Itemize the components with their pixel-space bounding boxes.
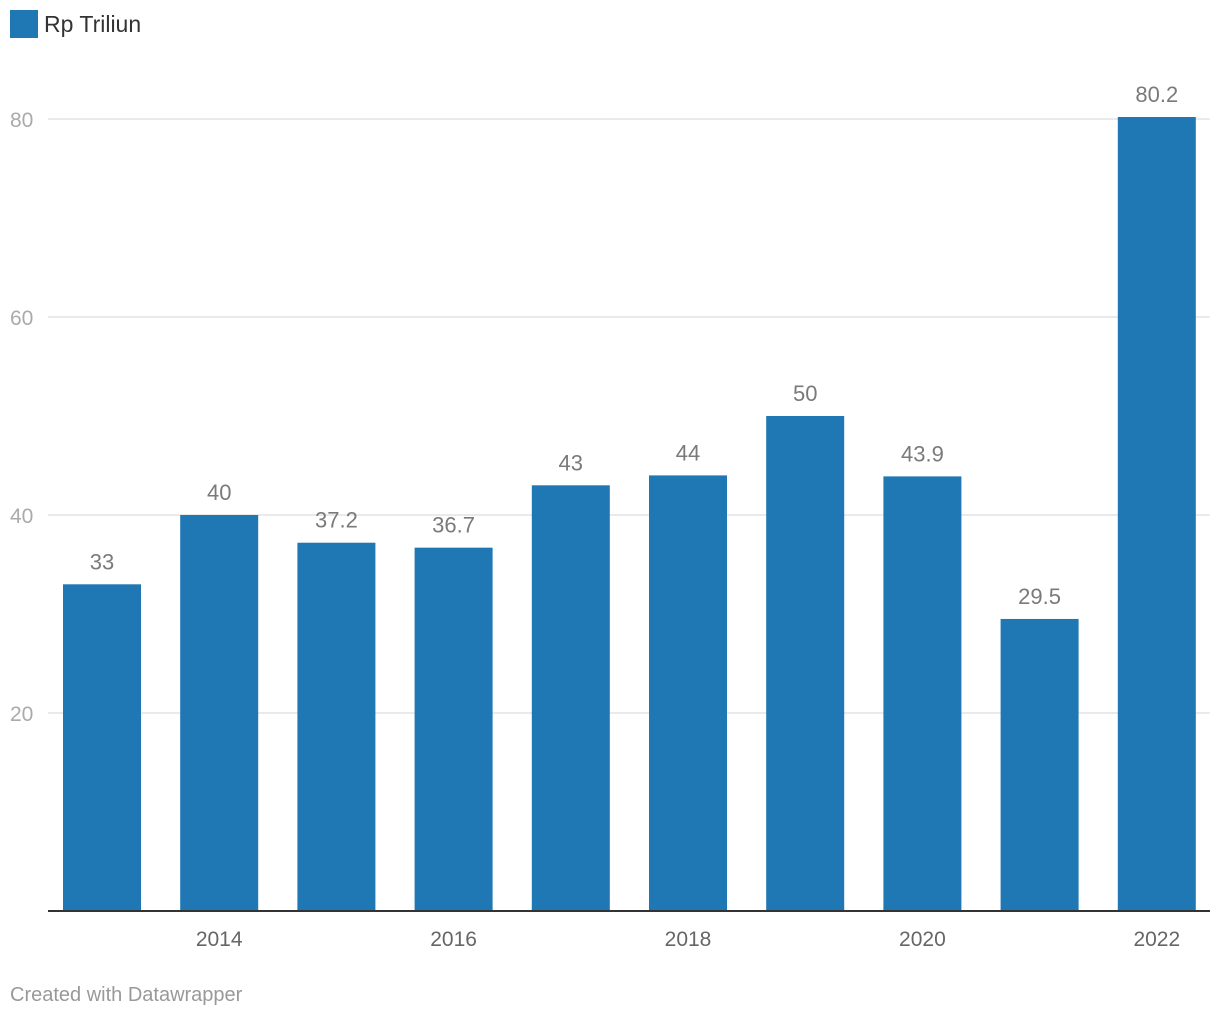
x-tick-label-2018: 2018 — [665, 928, 712, 951]
x-tick-label-2014: 2014 — [196, 928, 243, 951]
bar-2019 — [766, 416, 845, 911]
bar-2021 — [1000, 618, 1079, 911]
value-label-2021: 29.5 — [1018, 584, 1061, 609]
bar-2018 — [649, 475, 727, 911]
y-tick-label: 60 — [10, 307, 33, 330]
bar-2015 — [297, 542, 376, 911]
value-label-2014: 40 — [207, 480, 231, 505]
value-label-2020: 43.9 — [901, 441, 944, 466]
footer-credit: Created with Datawrapper — [10, 984, 243, 1006]
y-tick-label: 20 — [10, 703, 33, 726]
x-tick-label-2022: 2022 — [1133, 928, 1180, 951]
bar-2022 — [1117, 117, 1196, 911]
value-label-2022: 80.2 — [1135, 82, 1178, 107]
legend: Rp Triliun — [10, 10, 141, 38]
x-tick-label-2020: 2020 — [899, 928, 946, 951]
x-tick-label-2016: 2016 — [430, 928, 477, 951]
y-tick-label: 40 — [10, 505, 33, 528]
y-tick-label: 80 — [10, 109, 33, 132]
value-label-2017: 43 — [559, 450, 583, 475]
legend-swatch — [10, 10, 38, 38]
legend-label: Rp Triliun — [44, 10, 142, 37]
value-label-2013: 33 — [90, 549, 114, 574]
bar-2020 — [883, 476, 962, 911]
value-label-2015: 37.2 — [315, 508, 358, 533]
bar-2017 — [531, 485, 610, 911]
value-label-2018: 44 — [676, 440, 700, 465]
bar-2013 — [63, 584, 141, 911]
value-label-2016: 36.7 — [432, 513, 475, 538]
bar-2014 — [180, 515, 259, 911]
value-label-2019: 50 — [793, 381, 817, 406]
bar-2016 — [414, 547, 493, 911]
